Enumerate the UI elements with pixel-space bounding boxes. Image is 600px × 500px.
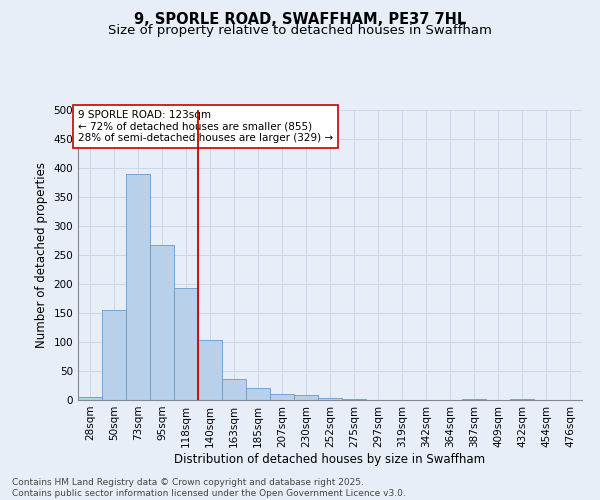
- Bar: [150, 245, 174, 400]
- Bar: [294, 395, 318, 400]
- Bar: [126, 174, 150, 400]
- Bar: [174, 288, 198, 400]
- Bar: [198, 340, 222, 400]
- Text: Size of property relative to detached houses in Swaffham: Size of property relative to detached ho…: [108, 24, 492, 37]
- Bar: [246, 388, 270, 400]
- Bar: [270, 394, 294, 400]
- Bar: [102, 310, 126, 400]
- Bar: [222, 379, 246, 400]
- Bar: [78, 396, 102, 400]
- Text: 9, SPORLE ROAD, SWAFFHAM, PE37 7HL: 9, SPORLE ROAD, SWAFFHAM, PE37 7HL: [134, 12, 466, 28]
- X-axis label: Distribution of detached houses by size in Swaffham: Distribution of detached houses by size …: [175, 452, 485, 466]
- Y-axis label: Number of detached properties: Number of detached properties: [35, 162, 48, 348]
- Bar: [318, 398, 342, 400]
- Text: Contains HM Land Registry data © Crown copyright and database right 2025.
Contai: Contains HM Land Registry data © Crown c…: [12, 478, 406, 498]
- Bar: [462, 399, 486, 400]
- Text: 9 SPORLE ROAD: 123sqm
← 72% of detached houses are smaller (855)
28% of semi-det: 9 SPORLE ROAD: 123sqm ← 72% of detached …: [78, 110, 333, 143]
